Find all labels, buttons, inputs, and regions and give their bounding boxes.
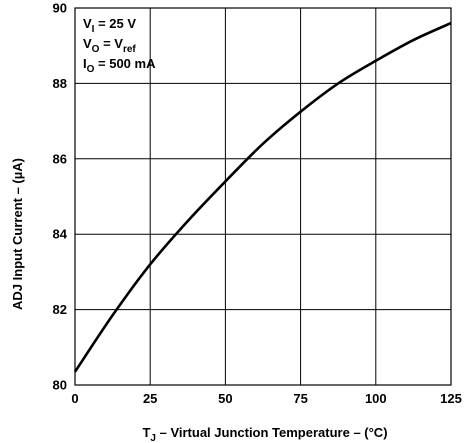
plot-frame	[74, 7, 452, 386]
y-tick-label: 88	[53, 76, 67, 91]
y-tick-label: 84	[53, 227, 68, 242]
y-tick-label: 80	[53, 378, 67, 393]
annotation-line: IO = 500 mA	[83, 56, 156, 75]
x-axis-label: TJ – Virtual Junction Temperature – (°C)	[142, 425, 387, 443]
y-tick-label: 86	[53, 151, 67, 166]
x-tick-label: 75	[293, 391, 307, 406]
grid	[74, 7, 452, 386]
annotation-line: VI = 25 V	[83, 16, 136, 35]
y-axis-label: ADJ Input Current – (µA)	[10, 158, 25, 310]
y-tick-label: 82	[53, 302, 67, 317]
x-tick-label: 25	[143, 391, 157, 406]
x-tick-label: 125	[440, 391, 462, 406]
annotation-line: VO = Vref	[83, 36, 136, 55]
y-tick-labels: 80 82 84 86 88 90	[53, 1, 68, 393]
y-tick-label: 90	[53, 1, 67, 16]
x-tick-label: 100	[365, 391, 387, 406]
x-tick-labels: 0 25 50 75 100 125	[71, 391, 461, 406]
x-tick-label: 0	[71, 391, 78, 406]
x-tick-label: 50	[218, 391, 232, 406]
series-layer	[73, 21, 452, 373]
series-line	[73, 21, 452, 373]
